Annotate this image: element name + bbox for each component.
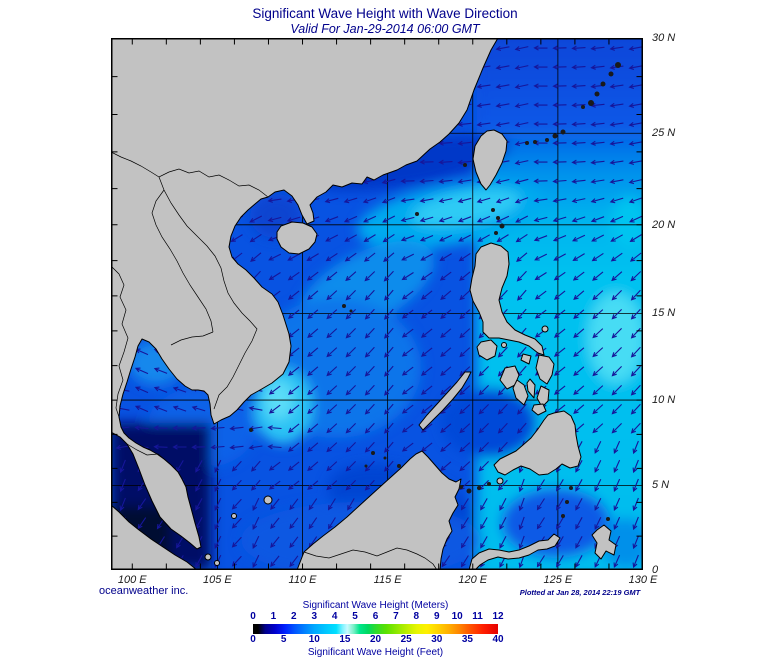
lon-label: 115 E [373,574,402,586]
lat-label: 15 N [652,307,676,320]
riau-island [204,553,212,561]
lon-label: 120 E [458,574,488,586]
lon-label: 100 E [117,574,147,586]
borneo-island [296,450,462,570]
sulawesi-island [468,533,561,570]
asia-mainland [111,38,499,550]
halmahera-island [591,524,617,560]
lat-label: 20 N [652,218,676,231]
lon-label: 130 E [628,574,658,586]
feet-tick: 35 [461,634,473,645]
feet-tick: 0 [250,634,256,645]
lat-label: 25 N [652,127,676,140]
natuna-island [263,495,273,505]
feet-tick: 15 [339,634,351,645]
meters-tick: 0 [250,611,256,622]
meters-tick: 10 [451,611,463,622]
riau-island-2 [214,560,220,566]
feet-tick: 20 [369,634,382,645]
catanduanes-island [541,325,549,333]
feet-tick: 5 [280,634,287,645]
feet-tick: 40 [492,634,504,645]
lat-label: 0 [652,564,659,576]
mindoro-island [476,339,498,361]
marinduque-island [501,342,507,348]
meters-tick: 3 [311,611,318,622]
samar-island [535,354,555,385]
meters-tick: 8 [413,611,420,622]
wave-map [111,38,643,570]
colorbar-title-meters: Significant Wave Height (Meters) [302,600,449,611]
plotted-at-note: Plotted at Jan 28, 2014 22:19 GMT [519,588,641,597]
lat-label: 30 N [652,31,676,44]
feet-tick: 25 [400,634,412,645]
meters-tick: 12 [492,611,504,622]
mindanao-island [493,410,582,476]
meters-tick: 2 [291,611,297,622]
country-borders [111,151,438,570]
colorbar-title-feet: Significant Wave Height (Feet) [307,647,444,658]
meters-tick: 9 [433,611,440,622]
colorbar-gradient-bar [253,624,498,634]
negros-island [512,379,529,406]
masbate-island [520,353,532,365]
lat-label: 5 N [652,479,670,492]
meters-tick: 5 [352,611,358,622]
valid-time-subtitle: Valid For Jan-29-2014 06:00 GMT [290,22,480,36]
palawan-island [418,371,472,431]
lat-label: 10 N [652,394,676,407]
meters-tick: 11 [472,611,483,622]
colorbar-meters-ticks: 0 1 2 3 4 5 6 7 8 9 10 11 12 [250,611,503,624]
lon-label: 110 E [288,574,317,586]
bohol-island [531,403,547,416]
map-frame-ticks [112,39,642,569]
hainan-island [276,221,318,255]
sumatra-island [111,504,198,570]
small-islets [249,62,621,521]
feet-tick: 30 [431,634,443,645]
basilan-island [496,477,504,485]
anambas-island [231,513,237,519]
meters-tick: 1 [270,611,277,622]
cebu-island [526,378,536,399]
chart-header: Significant Wave Height with Wave Direct… [0,6,770,36]
lon-label: 105 E [203,574,232,586]
taiwan-island [472,129,508,191]
page-title: Significant Wave Height with Wave Direct… [252,6,518,21]
luzon-island [469,242,545,356]
feet-tick: 10 [308,634,320,645]
meters-tick: 4 [331,611,338,622]
land-masses [111,38,617,570]
lon-label: 125 E [543,574,573,586]
leyte-island [536,385,550,408]
meters-tick: 6 [372,611,379,622]
colorbar-feet-ticks: 0 5 10 15 20 25 30 35 40 [250,634,503,647]
map-container [111,38,643,570]
map-frame [111,38,643,570]
meters-tick: 7 [393,611,399,622]
oceanweather-credit: oceanweather inc. [99,585,189,597]
